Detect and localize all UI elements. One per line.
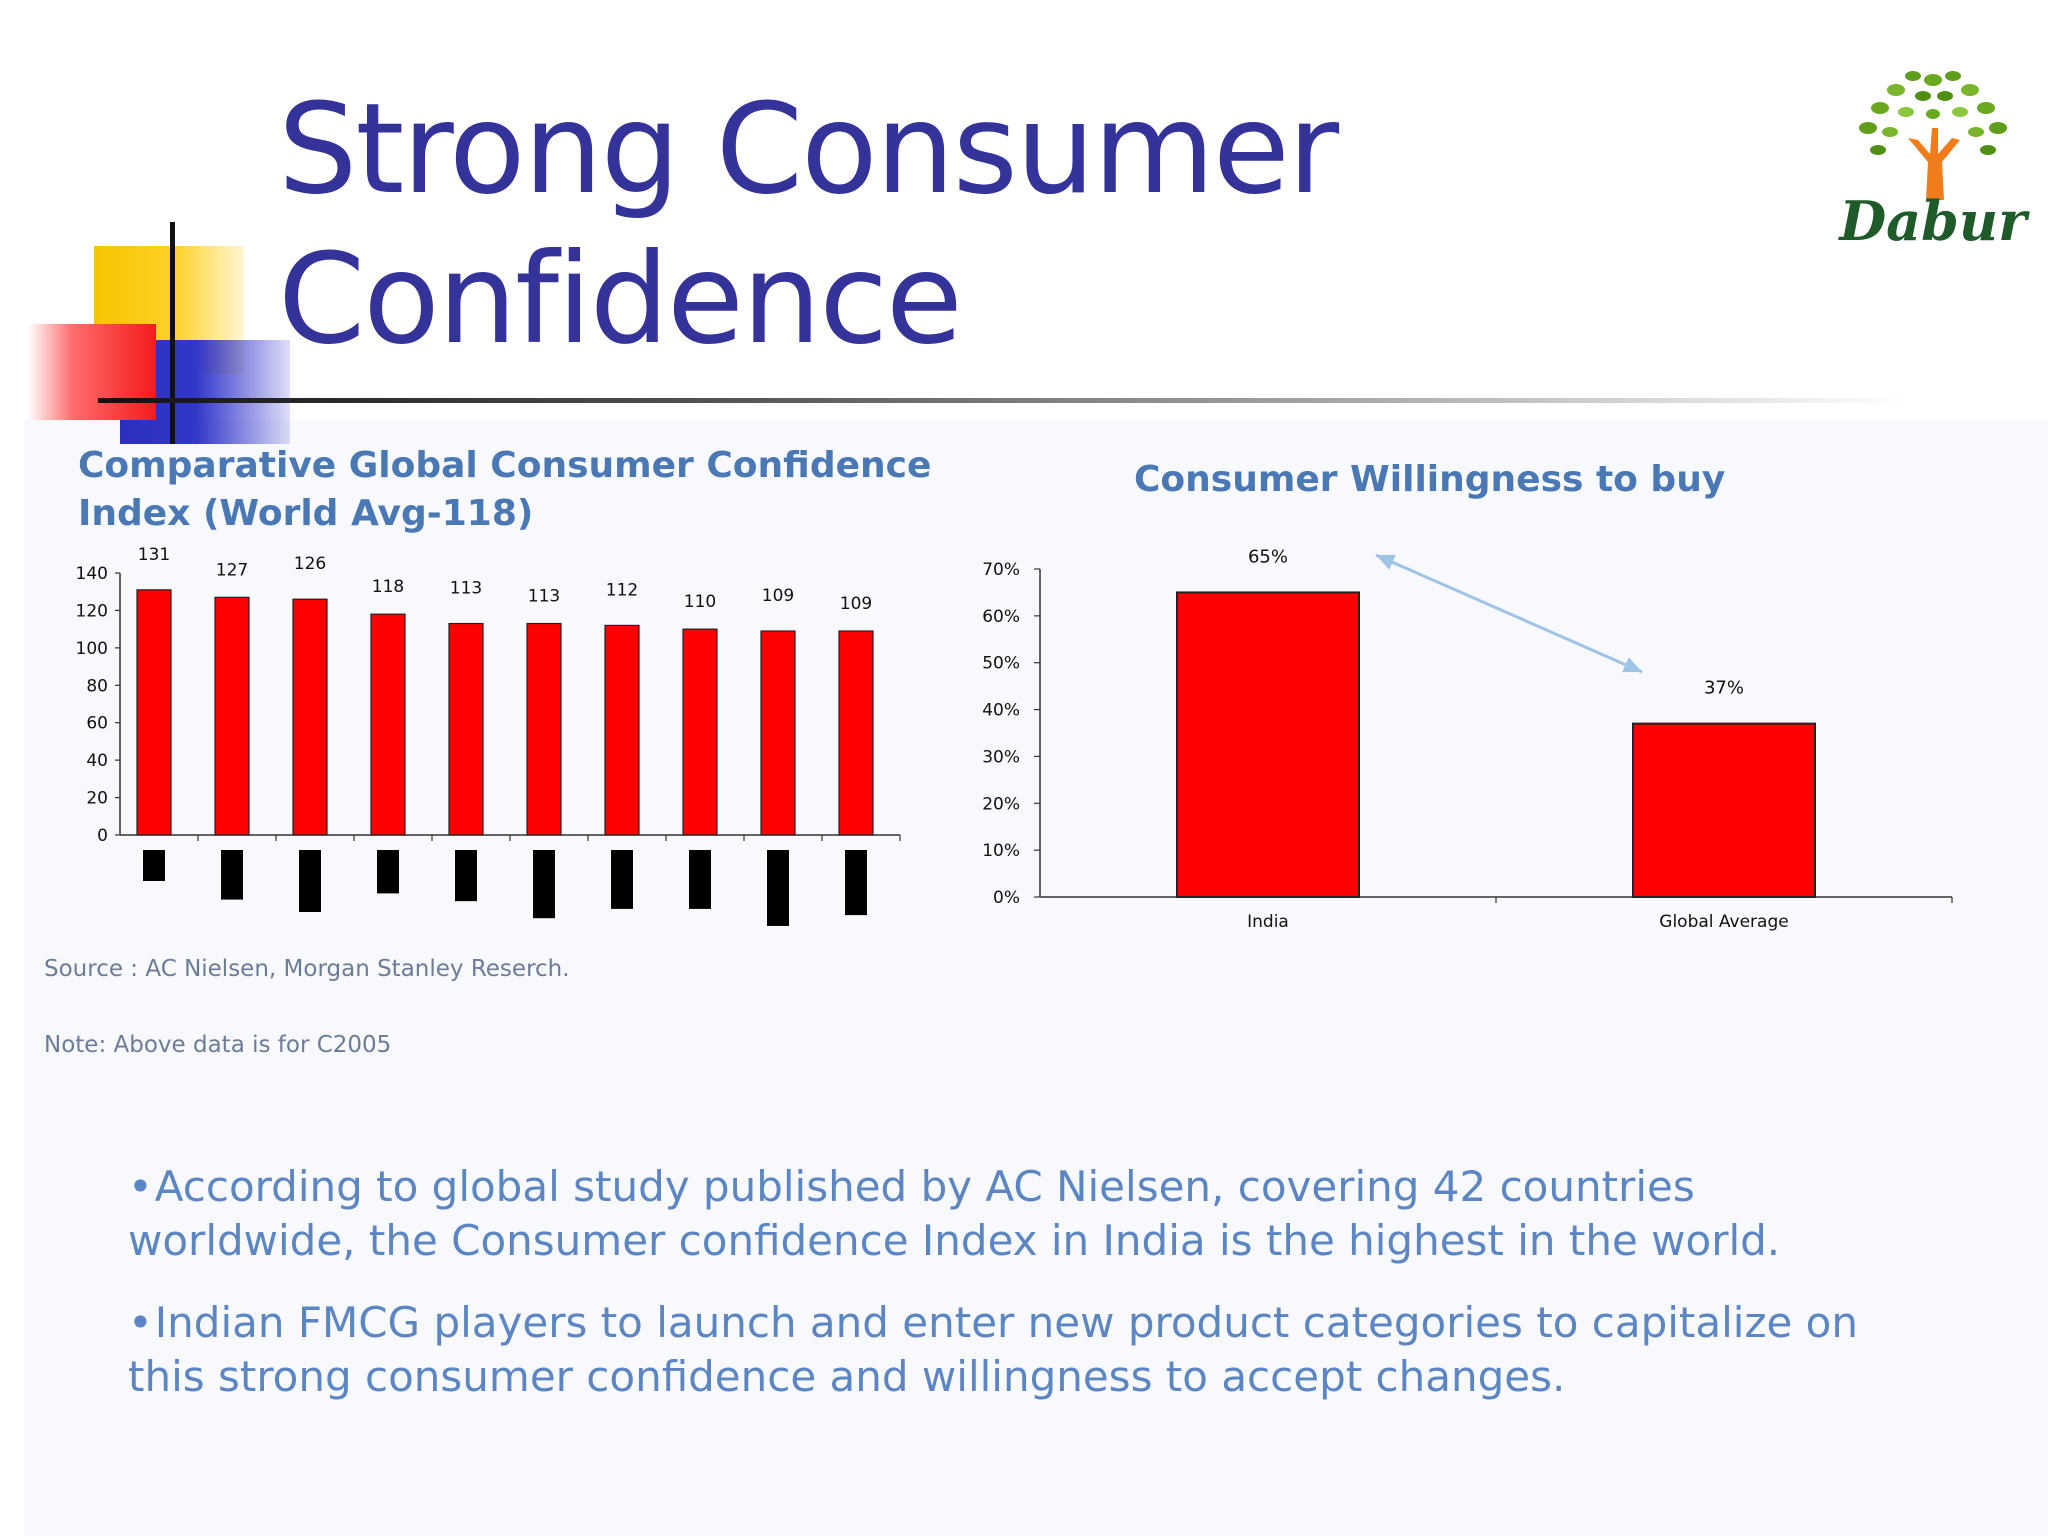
bar <box>760 630 796 836</box>
arrow-head-start <box>1376 554 1396 570</box>
below-axis-mark <box>143 850 165 881</box>
below-axis-mark <box>689 850 711 909</box>
bar <box>526 622 562 836</box>
y-tick-label: 20 <box>86 789 108 809</box>
y-tick-label: 40% <box>982 701 1020 721</box>
y-tick-label: 0 <box>97 826 108 846</box>
content-background <box>24 420 2048 1536</box>
bar <box>1176 591 1360 899</box>
y-tick-label: 120 <box>76 601 108 621</box>
below-axis-mark <box>533 850 555 919</box>
y-tick-label: 20% <box>982 794 1020 814</box>
decor-red-square <box>28 324 156 420</box>
bar <box>838 630 874 836</box>
bullet-list: •According to global study published by … <box>128 1160 1908 1432</box>
bullet-item: •According to global study published by … <box>128 1160 1908 1268</box>
bullet-text: According to global study published by A… <box>128 1162 1781 1265</box>
y-tick-label: 30% <box>982 747 1020 767</box>
bar <box>370 613 406 836</box>
bar <box>604 624 640 836</box>
dabur-logo: Dabur <box>1837 71 2030 253</box>
below-axis-mark <box>845 850 867 916</box>
arrow-head-end <box>1622 657 1642 673</box>
x-category-label: Global Average <box>1659 912 1788 932</box>
bar-value-label: 126 <box>294 554 326 574</box>
bullet-text: Indian FMCG players to launch and enter … <box>128 1298 1858 1401</box>
y-tick-label: 60 <box>86 714 108 734</box>
comparison-arrow <box>1375 553 1643 674</box>
right-chart-title: Consumer Willingness to buy <box>1134 459 1726 500</box>
logo-tree-trunk <box>1908 128 1960 200</box>
y-tick-label: 10% <box>982 841 1020 861</box>
bar <box>682 628 718 836</box>
below-axis-mark <box>221 850 243 900</box>
bar-value-label: 118 <box>372 577 404 597</box>
data-note: Note: Above data is for C2005 <box>44 1032 392 1058</box>
bar-value-label: 109 <box>840 594 872 614</box>
willingness-to-buy-chart: 0% 10% 20% 30% 40% 50% 60% 70% 65% India 37% Global… <box>982 546 1953 932</box>
slide-title: Strong Consumer Confidence <box>278 77 1339 372</box>
below-axis-mark <box>299 850 321 912</box>
y-tick-label: 70% <box>982 560 1020 580</box>
bar-value-label: 65% <box>1248 546 1288 567</box>
decor-vertical-line <box>170 222 175 444</box>
source-note: Source : AC Nielsen, Morgan Stanley Rese… <box>44 956 570 982</box>
y-tick-label: 100 <box>76 639 108 659</box>
bar-value-label: 110 <box>684 592 716 612</box>
bar-value-label: 37% <box>1704 678 1744 699</box>
bar-value-label: 131 <box>138 545 170 565</box>
bar <box>1632 722 1816 898</box>
x-category-label: India <box>1247 912 1289 932</box>
bullet-dot: • <box>128 1162 153 1211</box>
y-tick-label: 80 <box>86 676 108 696</box>
y-tick-label: 50% <box>982 654 1020 674</box>
left-chart-title: Comparative Global Consumer Confidence I… <box>78 445 932 534</box>
below-axis-mark <box>611 850 633 909</box>
bar-value-label: 109 <box>762 586 794 606</box>
y-tick-label: 140 <box>76 564 108 584</box>
bar-value-label: 113 <box>450 579 482 599</box>
bullet-dot: • <box>128 1298 153 1347</box>
below-axis-mark <box>377 850 399 894</box>
bar <box>292 598 328 836</box>
y-tick-label: 60% <box>982 607 1020 627</box>
bar-value-label: 112 <box>606 580 638 600</box>
title-underline <box>98 398 1908 403</box>
logo-tree-leaves <box>1859 71 2007 155</box>
consumer-confidence-chart: 0 20 40 60 80 100 120 140 131 127 126 118 113 113 112 1… <box>76 545 901 926</box>
bullet-item: •Indian FMCG players to launch and enter… <box>128 1296 1908 1404</box>
below-axis-mark <box>455 850 477 902</box>
bar <box>448 622 484 836</box>
y-tick-label: 0% <box>993 888 1020 908</box>
bar-value-label: 113 <box>528 587 560 607</box>
bar <box>214 596 250 836</box>
below-axis-mark <box>767 850 789 926</box>
bar-value-label: 127 <box>216 560 248 580</box>
y-tick-label: 40 <box>86 751 108 771</box>
bar <box>136 589 172 836</box>
logo-wordmark: Dabur <box>1837 189 2030 253</box>
